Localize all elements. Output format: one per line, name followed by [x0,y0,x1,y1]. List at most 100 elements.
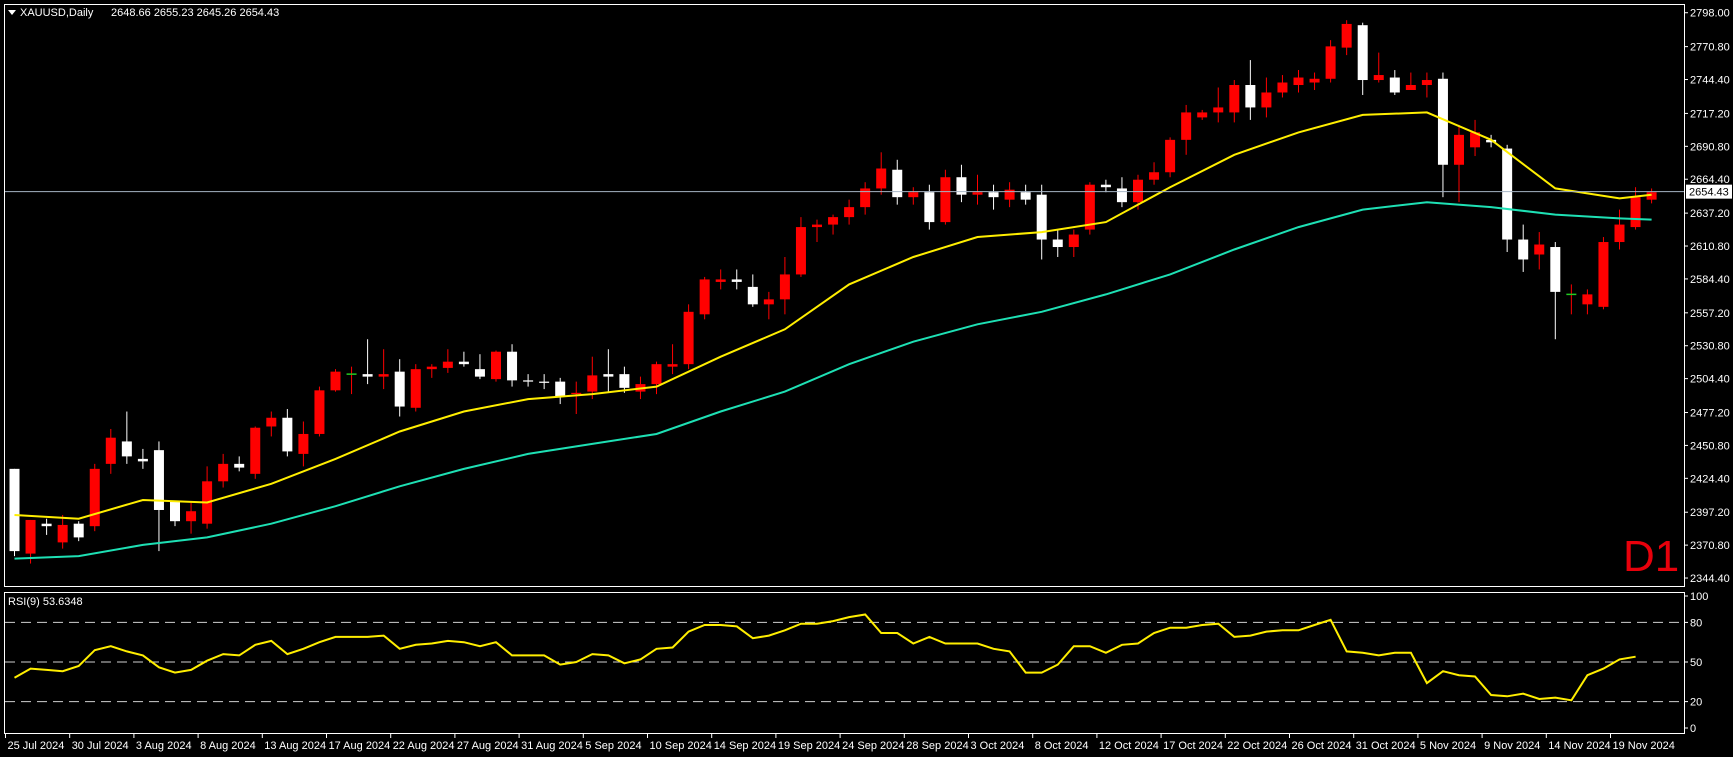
candle-bear [523,380,534,382]
candle-bull [1277,82,1288,93]
candle-bear [282,417,293,452]
candle-bear [1036,194,1047,240]
candle-bull [1454,134,1464,165]
candle-bull [1084,184,1095,230]
time-tick-label: 8 Oct 2024 [1035,740,1089,752]
candle-bull [1213,107,1224,113]
candle-bull [1293,77,1304,86]
candle-bull [1582,294,1593,305]
candle-bull [1197,112,1208,118]
candle-bull [1309,78,1320,83]
time-tick-label: 14 Sep 2024 [714,740,776,752]
price-tick-label: 2530.80 [1690,341,1730,353]
candle-bull [1373,75,1384,81]
time-tick-label: 9 Nov 2024 [1484,740,1540,752]
candle-bull [378,374,389,377]
price-tick-label: 2344.40 [1690,573,1730,585]
time-tick-label: 17 Oct 2024 [1163,740,1223,752]
candle-bull [940,177,951,223]
ma-fast-line [14,111,1652,520]
candle-bear [137,458,148,462]
candle-bear [1100,184,1111,188]
time-tick-label: 19 Sep 2024 [778,740,840,752]
candle-bear [1550,247,1561,292]
price-axis: 2798.00 2770.80 2744.40 2717.20 2690.80 2664.… [1684,8,1730,585]
candle-bull [651,364,662,385]
candle-bear [234,463,245,468]
candle-bull [1068,234,1079,248]
price-tick-label: 2477.20 [1690,408,1730,420]
candle-bear [170,501,180,522]
rsi-axis: 100 80 50 20 0 [1684,591,1708,735]
candle-bear [555,381,566,397]
candle-bull [1229,85,1240,113]
time-tick-label: 13 Aug 2024 [264,740,326,752]
rsi-tick-label: 0 [1690,723,1696,735]
candle-bear [1245,85,1256,108]
candle-bear [1437,78,1448,165]
candle-bear [1486,139,1497,143]
candle-bear [603,374,614,377]
candle-bull [1614,224,1625,243]
rsi-line [14,613,1636,702]
timeframe-label: D1 [1623,532,1679,581]
time-tick-label: 17 Aug 2024 [329,740,391,752]
time-tick-label: 22 Aug 2024 [393,740,455,752]
candle-bull [844,207,855,218]
ma-slow-line [14,201,1652,560]
candle-bull [1325,46,1336,79]
price-tick-label: 2744.40 [1690,75,1730,87]
candle-bull [1004,189,1015,200]
candle-bull [442,361,453,368]
candle-bear [1502,148,1513,240]
time-tick-label: 10 Sep 2024 [650,740,712,752]
candle-bull [812,224,822,228]
candle-bull [828,217,839,225]
time-tick-label: 19 Nov 2024 [1613,740,1675,752]
rsi-tick-label: 50 [1690,657,1702,669]
candle-bear [619,374,630,388]
candle-bull [571,392,582,395]
current-price-tag-label: 2654.43 [1689,187,1729,199]
candle-bear [892,169,903,198]
candle-bull [105,437,116,464]
candle-bull [1646,192,1657,200]
candle-bull [1133,179,1143,203]
price-tick-label: 2397.20 [1690,507,1730,519]
candle-bull [89,468,100,527]
candle-bear [507,351,518,381]
candle-bull [186,511,197,522]
candle-bear [121,441,132,457]
price-tick-label: 2370.80 [1690,540,1730,552]
candle-bear [9,468,20,552]
price-tick-label: 2557.20 [1690,308,1730,320]
symbol-dropdown-icon[interactable] [8,10,16,15]
candle-bull [1261,92,1272,108]
candle-bear [458,361,469,365]
candle-bull [763,299,774,305]
candle-bear [1116,188,1127,203]
candle-bull [298,433,309,454]
candlestick-series [9,20,1657,564]
time-tick-label: 27 Aug 2024 [457,740,519,752]
price-tick-label: 2424.40 [1690,473,1730,485]
candle-bull [1470,132,1481,148]
candle-bear [394,371,405,407]
current-price-tag-bg [1686,184,1732,199]
candle-bull [860,188,871,208]
candle-bull [795,227,806,275]
time-tick-label: 25 Jul 2024 [8,740,65,752]
price-tick-label: 2610.80 [1690,241,1730,253]
candle-bull [1534,244,1545,255]
candle-bull [1341,23,1352,48]
candle-bear [956,177,967,195]
candle-bull [587,375,598,392]
candle-bull [1421,80,1432,86]
price-tick-label: 2664.40 [1690,174,1730,186]
candle-bull [683,311,694,365]
candle-bull [1630,197,1641,228]
current-price-tag: 2654.43 [1686,184,1732,199]
candle-bear [41,523,52,527]
time-tick-label: 24 Sep 2024 [842,740,904,752]
